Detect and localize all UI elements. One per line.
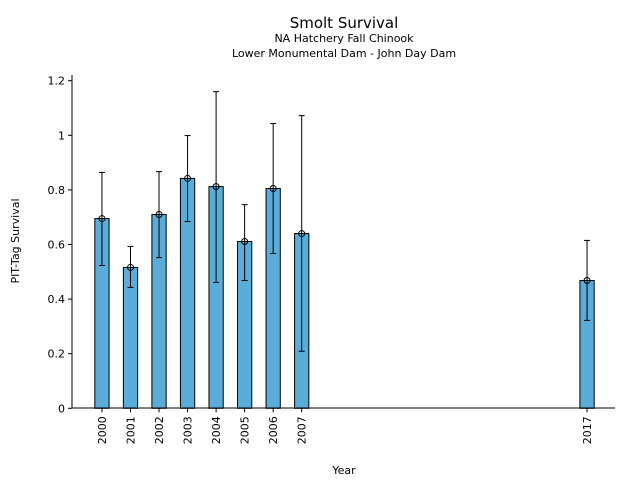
y-tick-label: 1 [58,129,65,142]
data-point [212,183,220,191]
data-point [98,215,106,223]
x-tick-label: 2003 [182,416,195,444]
data-point [184,174,192,182]
x-tick-label: 2002 [153,416,166,444]
data-point [155,210,163,218]
y-tick-label: 0 [58,402,65,415]
x-axis-label: Year [331,464,356,477]
data-point [583,277,591,285]
y-axis-label: PIT-Tag Survival [9,198,22,283]
x-tick-label: 2017 [581,416,594,444]
x-tick-label: 2004 [210,416,223,444]
y-tick-label: 0.4 [48,293,66,306]
y-tick-label: 0.6 [48,239,66,252]
chart-subtitle: NA Hatchery Fall Chinook [274,32,414,45]
data-point [241,237,249,245]
x-tick-label: 2007 [296,416,309,444]
y-tick-label: 1.2 [48,75,66,88]
data-point [269,185,277,193]
y-tick-label: 0.8 [48,184,66,197]
data-point [126,263,134,271]
x-tick-label: 2005 [239,416,252,444]
chart-title: Smolt Survival [290,14,399,32]
chart-subtitle-2: Lower Monumental Dam - John Day Dam [232,47,456,60]
x-tick-label: 2000 [96,416,109,444]
data-point [298,230,306,238]
x-tick-label: 2001 [124,416,137,444]
y-tick-label: 0.2 [48,348,66,361]
bar-2001 [122,266,139,409]
x-tick-label: 2006 [267,416,280,444]
